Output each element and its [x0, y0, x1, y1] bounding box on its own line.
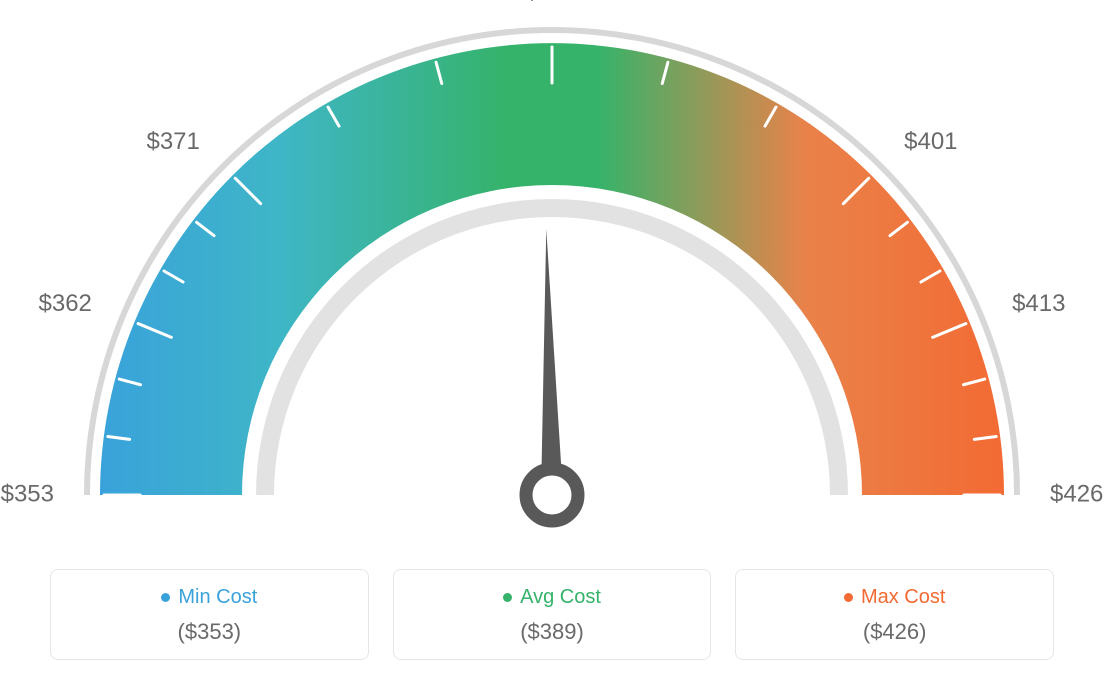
legend-max-label: Max Cost [844, 586, 945, 609]
gauge-area: $353 $362 $371 $389 $401 $413 $426 [0, 0, 1104, 570]
legend-min-label: Min Cost [161, 586, 257, 609]
legend-min-value: ($353) [61, 619, 358, 645]
legend-min-text: Min Cost [178, 586, 257, 609]
legend-max-dot [844, 593, 853, 602]
legend-max-value: ($426) [746, 619, 1043, 645]
legend-min-dot [161, 593, 170, 602]
svg-text:$413: $413 [1012, 290, 1065, 317]
svg-text:$389: $389 [525, 0, 578, 5]
svg-text:$353: $353 [1, 480, 54, 507]
svg-text:$401: $401 [904, 128, 957, 155]
legend-avg-dot [503, 593, 512, 602]
svg-text:$426: $426 [1050, 480, 1103, 507]
legend-avg-label: Avg Cost [503, 586, 601, 609]
gauge-chart: $353 $362 $371 $389 $401 $413 $426 [0, 0, 1104, 570]
legend-max-text: Max Cost [861, 586, 945, 609]
legend-min-card: Min Cost ($353) [50, 569, 369, 660]
legend-max-card: Max Cost ($426) [735, 569, 1054, 660]
svg-text:$371: $371 [146, 128, 199, 155]
svg-text:$362: $362 [39, 290, 92, 317]
cost-gauge-container: $353 $362 $371 $389 $401 $413 $426 Min Cost ($… [0, 0, 1104, 690]
legend-avg-value: ($389) [404, 619, 701, 645]
legend-row: Min Cost ($353) Avg Cost ($389) Max Cost… [50, 569, 1054, 660]
legend-avg-text: Avg Cost [520, 586, 601, 609]
legend-avg-card: Avg Cost ($389) [393, 569, 712, 660]
